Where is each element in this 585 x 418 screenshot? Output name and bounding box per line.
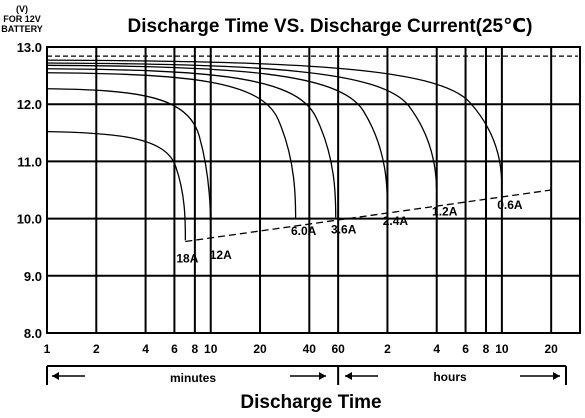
y-unit-label: (V) bbox=[16, 4, 28, 14]
series-label: 2.4A bbox=[383, 214, 409, 228]
x-tick-label: 4 bbox=[142, 342, 149, 356]
chart-title: Discharge Time VS. Discharge Current(25℃… bbox=[128, 16, 533, 37]
x-tick-label: 6 bbox=[462, 342, 469, 356]
x-tick-label: 10 bbox=[204, 342, 218, 356]
y-tick-label: 8.0 bbox=[24, 326, 42, 341]
y-tick-labels: 8.0 9.0 10.0 11.0 12.0 13.0 bbox=[17, 40, 42, 341]
hours-arrow-right-head bbox=[553, 372, 560, 380]
minutes-arrow-right-head bbox=[319, 372, 326, 380]
series-label: 18A bbox=[176, 251, 198, 265]
cutoff-voltage-line bbox=[185, 189, 552, 243]
discharge-curve bbox=[46, 68, 337, 218]
y-axis-label-line2: BATTERY bbox=[1, 24, 43, 34]
discharge-curve bbox=[46, 59, 503, 193]
x-tick-label: 2 bbox=[93, 342, 100, 356]
series-label: 6.0A bbox=[291, 224, 317, 238]
y-tick-label: 12.0 bbox=[17, 97, 42, 112]
y-tick-label: 11.0 bbox=[17, 154, 42, 169]
hours-label: hours bbox=[433, 370, 467, 384]
x-tick-label: 60 bbox=[331, 342, 345, 356]
y-tick-label: 9.0 bbox=[24, 269, 42, 284]
discharge-curve bbox=[46, 72, 297, 220]
x-tick-label: 8 bbox=[192, 342, 199, 356]
x-tick-label: 1 bbox=[44, 342, 51, 356]
series-label: 12A bbox=[210, 248, 232, 262]
y-tick-label: 13.0 bbox=[17, 40, 42, 55]
minutes-arrow-left-head bbox=[52, 372, 59, 380]
series-label: 1.2A bbox=[432, 205, 458, 219]
x-tick-label: 8 bbox=[483, 342, 490, 356]
x-tick-label: 4 bbox=[433, 342, 440, 356]
series-label: 0.6A bbox=[497, 198, 523, 212]
x-tick-labels: 1 2 4 6 8 10 20 40 60 2 4 6 8 10 20 bbox=[44, 342, 559, 356]
series-group bbox=[46, 55, 578, 243]
discharge-curve bbox=[46, 131, 187, 241]
series-label: 3.6A bbox=[331, 222, 357, 236]
plot-frame bbox=[46, 46, 581, 334]
x-tick-label: 2 bbox=[384, 342, 391, 356]
x-tick-label: 20 bbox=[253, 342, 267, 356]
x-tick-label: 40 bbox=[303, 342, 317, 356]
x-axis-label: Discharge Time bbox=[240, 392, 381, 413]
series-labels: 18A 12A 6.0A 3.6A 2.4A 1.2A 0.6A bbox=[176, 198, 523, 265]
y-tick-label: 10.0 bbox=[17, 212, 42, 227]
discharge-curve bbox=[46, 64, 389, 209]
discharge-curve bbox=[46, 88, 212, 237]
time-unit-bar: minutes hours bbox=[46, 365, 567, 385]
minutes-label: minutes bbox=[170, 371, 216, 385]
x-tick-label: 20 bbox=[544, 342, 558, 356]
grid-lines bbox=[46, 46, 581, 334]
hours-arrow-left-head bbox=[345, 372, 352, 380]
discharge-curve bbox=[46, 62, 438, 200]
x-tick-label: 6 bbox=[171, 342, 178, 356]
y-axis-label-line1: FOR 12V bbox=[3, 14, 41, 24]
x-tick-label: 10 bbox=[495, 342, 509, 356]
